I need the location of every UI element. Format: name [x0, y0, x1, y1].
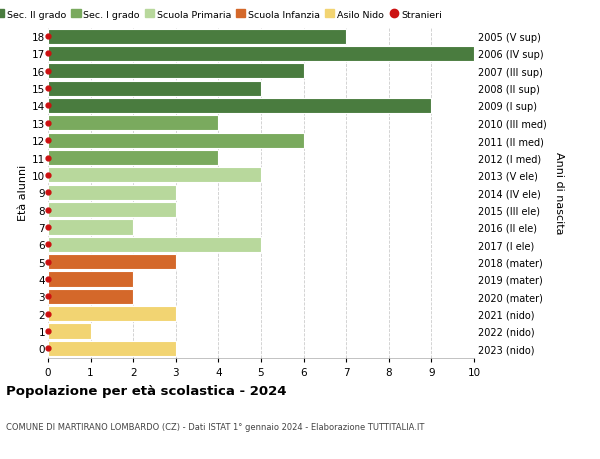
- Bar: [48, 116, 218, 131]
- Bar: [48, 237, 261, 252]
- Bar: [48, 168, 261, 183]
- Bar: [48, 306, 176, 321]
- Bar: [48, 324, 91, 339]
- Bar: [48, 341, 176, 356]
- Bar: [48, 99, 431, 114]
- Bar: [48, 81, 261, 96]
- Bar: [48, 220, 133, 235]
- Text: COMUNE DI MARTIRANO LOMBARDO (CZ) - Dati ISTAT 1° gennaio 2024 - Elaborazione TU: COMUNE DI MARTIRANO LOMBARDO (CZ) - Dati…: [6, 422, 424, 431]
- Bar: [48, 185, 176, 201]
- Bar: [48, 272, 133, 287]
- Bar: [48, 289, 133, 304]
- Bar: [48, 202, 176, 218]
- Y-axis label: Età alunni: Età alunni: [18, 165, 28, 221]
- Bar: [48, 64, 304, 79]
- Text: Popolazione per età scolastica - 2024: Popolazione per età scolastica - 2024: [6, 384, 287, 397]
- Bar: [48, 47, 474, 62]
- Bar: [48, 133, 304, 148]
- Bar: [48, 29, 346, 45]
- Bar: [48, 254, 176, 269]
- Legend: Sec. II grado, Sec. I grado, Scuola Primaria, Scuola Infanzia, Asilo Nido, Stran: Sec. II grado, Sec. I grado, Scuola Prim…: [0, 11, 442, 20]
- Bar: [48, 151, 218, 166]
- Y-axis label: Anni di nascita: Anni di nascita: [554, 151, 563, 234]
